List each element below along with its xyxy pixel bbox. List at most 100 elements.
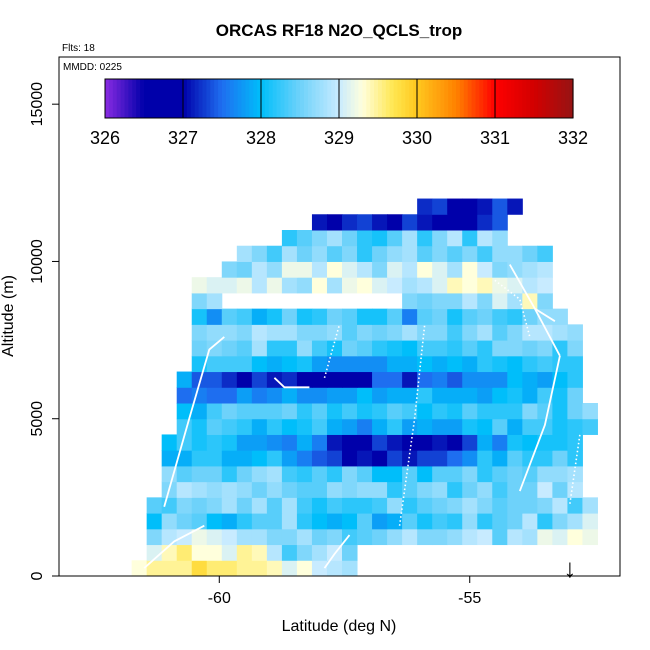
heatmap-cell [357,214,373,231]
flight-track-line [414,559,431,571]
heatmap-cell [432,465,448,483]
heatmap-cell [326,403,343,420]
heatmap-cell [567,497,583,514]
heatmap-cell [387,214,403,231]
heatmap-cell [372,528,388,546]
heatmap-cell [342,403,358,420]
heatmap-cell [462,308,478,325]
heatmap-cell [372,308,388,325]
colorbar-strip [514,79,519,118]
flights-annotation: Flts: 18 [62,43,95,54]
heatmap-cell [296,261,313,278]
heatmap-cell [236,513,253,530]
heatmap-cell [447,245,463,262]
heatmap-cell [507,465,523,483]
heatmap-cell [447,528,463,546]
heatmap-cell [372,355,388,373]
heatmap-cell [236,308,253,325]
heatmap-cell [372,418,388,435]
heatmap-cell [537,434,553,451]
heatmap-cell [251,355,268,373]
heatmap-cell [477,481,493,498]
flight-track-line [534,307,556,322]
heatmap-cell [236,560,253,577]
heatmap-cell [296,340,313,357]
heatmap-cell [477,528,493,546]
heatmap-cell [251,387,268,404]
heatmap-cell [357,308,373,325]
heatmap-cell [432,418,448,435]
heatmap-cell [221,465,238,483]
colorbar-strip [179,79,184,118]
heatmap-cell [266,418,283,435]
heatmap-cell [342,465,358,483]
heatmap-cell [462,418,478,435]
colorbar-strip [366,79,371,118]
heatmap-cell [161,450,178,467]
heatmap-cell [251,465,268,483]
heatmap-cell [176,560,193,577]
colorbar-tick-label: 332 [558,128,588,148]
heatmap-cell [387,403,403,420]
heatmap-cell [281,277,298,294]
heatmap-cell [311,528,328,546]
colorbar-strip [171,79,176,118]
heatmap-cell [477,355,493,373]
heatmap-cell [296,355,313,373]
colorbar-strip [385,79,391,118]
heatmap-cell [402,277,418,294]
heatmap-cell [206,560,223,577]
colorbar-strip [541,79,547,118]
colorbar-strip [128,79,133,118]
heatmap-cell [447,418,463,435]
heatmap-cell [296,434,313,451]
colorbar-strip [424,79,430,118]
heatmap-cell [342,387,358,404]
colorbar-strip [319,79,324,118]
heatmap-cell [447,497,463,514]
heatmap-cell [507,481,523,498]
colorbar-strip [136,79,141,118]
heatmap-cell [221,340,238,357]
heatmap-cell [492,198,508,215]
heatmap-cell [417,513,433,530]
heatmap-cell [537,528,553,546]
flight-track-line [323,534,351,569]
heatmap-cell [417,371,433,388]
heatmap-cell [372,387,388,404]
heatmap-cell [447,355,463,373]
y-tick-label: 5000 [29,401,46,437]
heatmap-cell [417,198,433,215]
heatmap-cell [492,465,508,483]
colorbar-strip [327,79,332,118]
heatmap-cell [552,528,568,546]
heatmap-cell [191,308,208,325]
colorbar-strip [397,79,402,118]
heatmap-cell [311,371,328,388]
heatmap-cell [402,230,418,247]
heatmap-cell [402,371,418,388]
heatmap-cell [357,528,373,546]
heatmap-cell [417,308,433,325]
heatmap-cell [447,434,463,451]
heatmap-cell [552,340,568,357]
colorbar-strip [249,79,254,118]
colorbar-strip [229,79,235,118]
heatmap-cell [432,450,448,467]
heatmap-cell [537,355,553,373]
colorbar-strip [116,79,122,118]
heatmap-cell [462,198,478,215]
heatmap-cell [537,387,553,404]
heatmap-cell [522,418,538,435]
heatmap-cell [492,245,508,262]
heatmap-cell [417,481,433,498]
colorbar-strip [311,79,317,118]
heatmap-cell [447,481,463,498]
heatmap-cell [191,340,208,357]
heatmap-cell [206,465,223,483]
colorbar-strip [510,79,516,118]
heatmap-cell [161,434,178,451]
heatmap-cell [251,418,268,435]
heatmap-cell [447,198,463,215]
heatmap-cell [432,371,448,388]
